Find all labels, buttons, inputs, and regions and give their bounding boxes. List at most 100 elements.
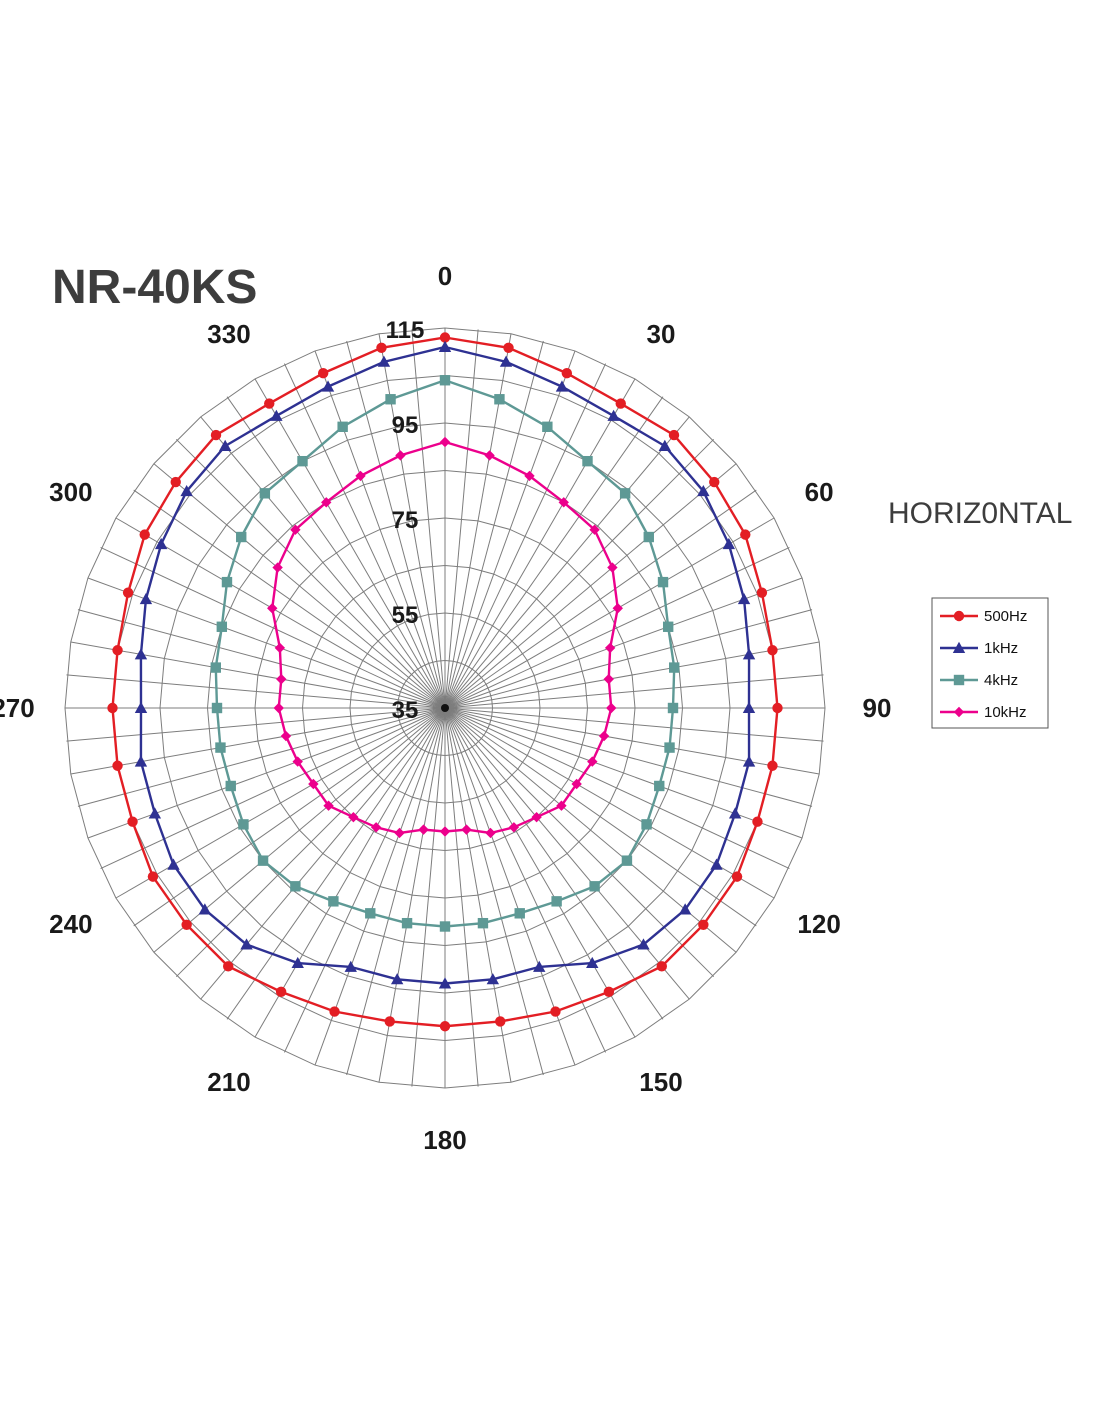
point-10kHz-170 xyxy=(461,824,472,835)
grid-spoke-155 xyxy=(444,707,607,1053)
legend-label: 4kHz xyxy=(984,672,1018,689)
point-10kHz-220 xyxy=(348,811,359,823)
grid-spoke-50 xyxy=(444,463,737,709)
grid-spoke-150 xyxy=(444,707,636,1038)
axis-labels: 0 30 60 90 120 150 180 210 240 270 300 330 115 95 75 55… xyxy=(0,261,891,1155)
point-10kHz-20 xyxy=(524,470,535,482)
point-1kHz-130 xyxy=(678,903,692,915)
point-10kHz-240 xyxy=(308,778,319,790)
angle-tick-label: 270 xyxy=(0,693,35,723)
point-4kHz-110 xyxy=(654,780,665,792)
angle-tick-label: 60 xyxy=(805,477,834,507)
point-4kHz-40 xyxy=(619,488,631,499)
point-4kHz-30 xyxy=(582,455,593,467)
point-10kHz-270 xyxy=(273,702,284,714)
point-4kHz-200 xyxy=(365,908,376,919)
grid-spoke-310 xyxy=(153,463,446,709)
series-10kHz xyxy=(267,436,623,839)
point-500Hz-180 xyxy=(439,1021,451,1032)
grid-spoke-40 xyxy=(444,416,690,709)
grid-spoke-345 xyxy=(346,340,446,709)
point-1kHz-160 xyxy=(533,960,546,972)
point-10kHz-300 xyxy=(267,603,278,614)
grid-spoke-5 xyxy=(444,329,479,709)
radial-tick-label: 35 xyxy=(392,697,419,724)
radial-tick-label: 95 xyxy=(392,412,419,439)
grid-spoke-35 xyxy=(444,396,664,709)
point-1kHz-10 xyxy=(499,355,513,367)
point-500Hz-80 xyxy=(767,645,778,656)
angle-tick-label: 90 xyxy=(863,693,892,723)
legend-item-10kHz: 10kHz xyxy=(940,704,1027,721)
point-10kHz-70 xyxy=(604,642,616,654)
point-10kHz-90 xyxy=(606,702,617,714)
point-500Hz-30 xyxy=(615,398,626,409)
point-1kHz-240 xyxy=(167,858,180,870)
point-1kHz-220 xyxy=(240,938,253,950)
legend-item-500Hz: 500Hz xyxy=(940,608,1027,625)
point-4kHz-130 xyxy=(621,855,633,866)
point-10kHz-260 xyxy=(280,730,292,742)
grid-spoke-335 xyxy=(283,363,446,709)
grid-spoke-20 xyxy=(444,350,576,709)
grid-spoke-215 xyxy=(226,707,446,1020)
point-1kHz-330 xyxy=(270,409,283,421)
chart-subtitle: HORIZ0NTAL xyxy=(888,497,1072,530)
grid-spoke-235 xyxy=(133,707,446,927)
point-4kHz-280 xyxy=(210,662,221,673)
grid-spoke-295 xyxy=(100,546,446,709)
point-500Hz-260 xyxy=(112,760,123,771)
grid-spoke-100 xyxy=(444,707,820,775)
angle-tick-label: 240 xyxy=(49,909,92,939)
legend-marker-1kHz xyxy=(952,641,966,653)
legend: 500Hz 1kHz 4kHz 10kHz xyxy=(931,597,1049,729)
point-10kHz-310 xyxy=(272,562,283,573)
point-500Hz-290 xyxy=(122,587,134,598)
point-10kHz-10 xyxy=(484,450,495,461)
point-4kHz-180 xyxy=(439,921,451,932)
grid-spoke-300 xyxy=(115,517,446,709)
point-500Hz-220 xyxy=(223,961,234,972)
point-10kHz-40 xyxy=(589,524,600,535)
grid-spoke-80 xyxy=(444,641,820,709)
point-1kHz-200 xyxy=(344,960,357,972)
point-1kHz-70 xyxy=(737,592,751,605)
point-10kHz-200 xyxy=(394,827,405,839)
legend-marker-500Hz xyxy=(953,610,965,622)
chart-title: NR-40KS xyxy=(52,261,257,314)
grid-spoke-220 xyxy=(200,707,446,1000)
series-4kHz xyxy=(210,375,680,932)
point-4kHz-240 xyxy=(238,819,249,830)
point-10kHz-0 xyxy=(439,436,451,448)
point-500Hz-270 xyxy=(107,702,118,714)
legend-label: 10kHz xyxy=(984,704,1027,721)
point-500Hz-150 xyxy=(603,986,615,998)
point-4kHz-80 xyxy=(669,662,680,673)
grid-spoke-60 xyxy=(444,517,775,709)
point-4kHz-310 xyxy=(236,531,247,543)
grid-spoke-355 xyxy=(411,329,446,709)
point-1kHz-350 xyxy=(377,355,391,367)
point-4kHz-330 xyxy=(297,455,308,467)
point-4kHz-20 xyxy=(542,421,553,432)
grid-spoke-140 xyxy=(444,707,690,1000)
point-500Hz-130 xyxy=(698,919,709,930)
point-10kHz-60 xyxy=(612,603,623,614)
point-1kHz-270 xyxy=(134,701,148,713)
grid-spoke-165 xyxy=(444,707,544,1076)
grid-spoke-125 xyxy=(444,707,757,927)
point-1kHz-140 xyxy=(637,938,650,950)
point-1kHz-90 xyxy=(742,701,756,713)
point-500Hz-110 xyxy=(752,816,763,827)
point-4kHz-70 xyxy=(662,621,674,632)
point-10kHz-50 xyxy=(607,562,618,573)
point-4kHz-100 xyxy=(664,742,675,753)
point-4kHz-210 xyxy=(328,896,339,907)
point-10kHz-330 xyxy=(321,497,332,508)
point-4kHz-260 xyxy=(215,742,226,753)
point-1kHz-180 xyxy=(438,977,452,989)
legend-box xyxy=(931,597,1049,729)
angle-tick-label: 150 xyxy=(639,1067,682,1097)
point-4kHz-60 xyxy=(657,576,669,588)
grid-spoke-205 xyxy=(283,707,446,1053)
